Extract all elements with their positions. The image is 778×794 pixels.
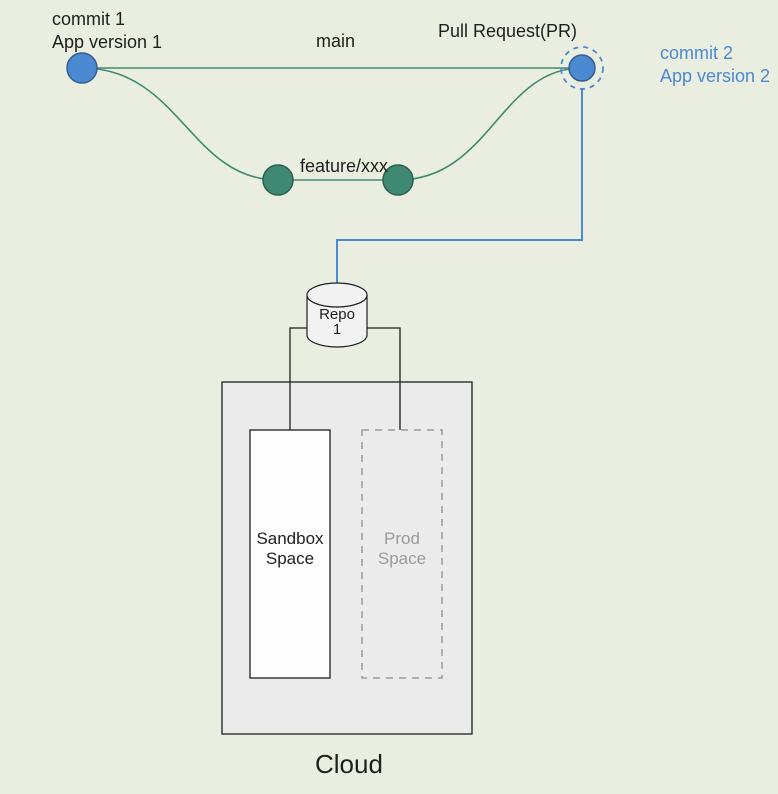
sandbox-space-label: Space	[266, 549, 314, 568]
commit1-label: commit 1 App version 1	[52, 8, 162, 53]
main-branch-label: main	[316, 30, 355, 53]
commit-node-commit2	[569, 55, 595, 81]
cloud-title: Cloud	[315, 748, 383, 781]
feature-branch-label: feature/xxx	[300, 155, 388, 178]
pipeline-connector	[337, 88, 582, 295]
commit2-label: commit 2 App version 2	[660, 42, 770, 87]
commit-node-commit1	[67, 53, 97, 83]
prod-space-label: Space	[378, 549, 426, 568]
pr-label: Pull Request(PR)	[438, 20, 577, 43]
commit-node-feature_a	[263, 165, 293, 195]
diagram-canvas: Repo1 SandboxSpaceProdSpace	[0, 0, 778, 794]
repo-cylinder: Repo1	[307, 283, 367, 347]
repo-label: 1	[333, 321, 341, 338]
prod-space-label: Prod	[384, 529, 420, 548]
sandbox-space-label: Sandbox	[256, 529, 324, 548]
